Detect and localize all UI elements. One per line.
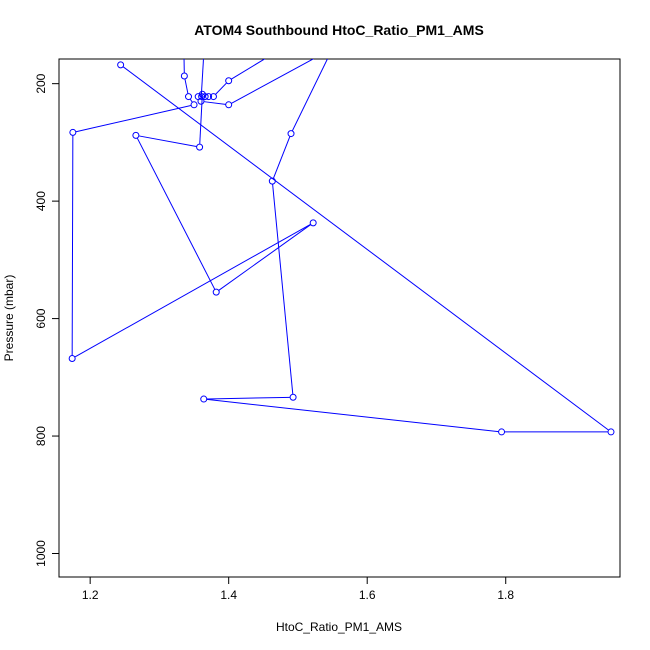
y-tick-label: 800	[34, 426, 48, 446]
data-point	[209, 93, 217, 101]
y-tick-label: 600	[34, 308, 48, 328]
series-line-segment	[231, 59, 266, 80]
data-point	[330, 45, 336, 51]
series-line-segment	[71, 135, 74, 356]
x-tick-label: 1.2	[82, 588, 99, 602]
x-axis-label: HtoC_Ratio_PM1_AMS	[276, 620, 402, 634]
series-line-segment	[189, 98, 193, 103]
data-point	[225, 101, 233, 109]
data-point	[68, 355, 76, 363]
data-point	[117, 61, 125, 69]
series-line-segment	[204, 101, 226, 105]
chart-title: ATOM4 Southbound HtoC_Ratio_PM1_AMS	[194, 22, 484, 38]
data-point	[205, 93, 213, 101]
series-line-segment	[200, 59, 204, 99]
series-line-segment	[138, 135, 197, 148]
data-point	[185, 93, 193, 101]
series-line-segment	[136, 137, 216, 290]
data-point	[212, 288, 220, 296]
series-line-segment	[208, 43, 274, 51]
data-point	[268, 177, 276, 185]
series-line-segment	[218, 224, 311, 291]
data-point	[274, 48, 280, 54]
data-point	[69, 128, 77, 136]
data-point	[196, 143, 204, 151]
data-point	[180, 72, 188, 80]
y-tick-label: 1000	[34, 540, 48, 567]
data-point	[197, 97, 205, 105]
y-tick-label: 400	[34, 191, 48, 211]
data-point	[225, 77, 233, 85]
data-point	[201, 40, 207, 46]
series-line-segment	[206, 396, 290, 400]
series-line-segment	[183, 59, 185, 73]
x-tick-label: 1.8	[497, 588, 514, 602]
data-point	[498, 428, 506, 436]
data-point	[289, 393, 297, 401]
series-line-segment	[184, 79, 189, 94]
data-point	[201, 93, 209, 101]
x-axis: 1.2 1.4 1.6 1.8	[82, 577, 514, 602]
data-point	[190, 101, 198, 109]
plot-frame	[58, 58, 621, 578]
series-line-segment	[272, 184, 294, 395]
data-point	[607, 428, 615, 436]
series-line-segment	[273, 136, 291, 179]
y-axis-label: Pressure (mbar)	[2, 275, 16, 362]
y-axis: 200 400 600 800 1000	[34, 73, 59, 567]
x-tick-label: 1.6	[359, 588, 376, 602]
data-point	[132, 131, 140, 139]
data-point	[309, 219, 317, 227]
series-line-segment	[206, 398, 499, 433]
series-line-segment	[291, 59, 328, 131]
data-point	[287, 130, 295, 138]
y-tick-label: 200	[34, 73, 48, 93]
series-line-segment	[231, 59, 315, 104]
data-point	[200, 395, 208, 403]
data-point	[181, 37, 187, 43]
series-line-segment	[75, 105, 192, 133]
series-line-segment	[199, 97, 203, 144]
x-tick-label: 1.4	[220, 588, 237, 602]
series-line-segment	[74, 223, 311, 358]
data-point	[198, 93, 206, 101]
series-line-segment	[215, 82, 227, 95]
series-line-segment	[122, 66, 609, 431]
series-layer	[68, 37, 615, 436]
